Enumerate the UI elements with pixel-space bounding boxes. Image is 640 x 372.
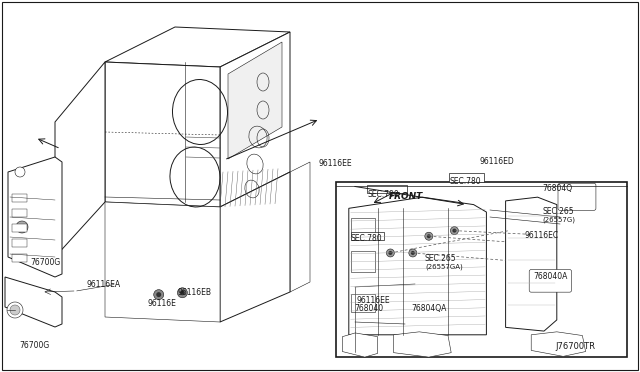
Polygon shape — [105, 27, 290, 67]
Bar — [12, 209, 27, 217]
Polygon shape — [8, 157, 62, 277]
Circle shape — [518, 220, 532, 234]
Bar — [351, 232, 384, 240]
Text: 96116EE: 96116EE — [318, 159, 352, 168]
Text: 768040A: 768040A — [533, 272, 568, 280]
FancyBboxPatch shape — [558, 183, 596, 210]
Circle shape — [373, 237, 383, 247]
Text: 96116EB: 96116EB — [178, 288, 212, 296]
Circle shape — [451, 227, 458, 235]
Bar — [336, 182, 627, 357]
Polygon shape — [228, 42, 282, 159]
Polygon shape — [338, 202, 415, 352]
Circle shape — [411, 251, 415, 255]
Text: SEC.780: SEC.780 — [351, 234, 382, 243]
Circle shape — [154, 290, 164, 299]
Text: 96116ED: 96116ED — [480, 157, 515, 166]
Bar — [351, 294, 375, 312]
Bar — [12, 239, 27, 247]
Bar — [449, 173, 484, 182]
Text: J76700TR: J76700TR — [556, 342, 595, 351]
Circle shape — [7, 302, 23, 318]
Bar — [367, 185, 407, 193]
Text: SEC.780: SEC.780 — [449, 177, 481, 186]
Polygon shape — [506, 197, 557, 331]
Circle shape — [427, 234, 431, 238]
Polygon shape — [394, 332, 451, 357]
Circle shape — [387, 249, 394, 257]
Circle shape — [10, 305, 20, 315]
Circle shape — [156, 292, 161, 297]
Text: 96116EE: 96116EE — [356, 296, 390, 305]
Bar — [12, 194, 27, 202]
Polygon shape — [105, 62, 220, 207]
Polygon shape — [55, 62, 105, 257]
Polygon shape — [220, 32, 290, 207]
Text: 76700G: 76700G — [19, 341, 49, 350]
Polygon shape — [349, 197, 486, 335]
Text: SEC.265: SEC.265 — [543, 207, 574, 216]
Bar — [351, 251, 375, 272]
Circle shape — [16, 221, 28, 233]
Circle shape — [369, 233, 387, 251]
Circle shape — [388, 251, 392, 255]
Circle shape — [522, 224, 529, 231]
Text: FRONT: FRONT — [388, 192, 423, 201]
Polygon shape — [531, 332, 586, 356]
Text: 96116EC: 96116EC — [525, 231, 559, 240]
Text: SEC.265: SEC.265 — [425, 254, 456, 263]
Polygon shape — [342, 333, 378, 357]
Polygon shape — [220, 172, 290, 322]
Circle shape — [452, 229, 456, 232]
Text: 96116EA: 96116EA — [86, 280, 120, 289]
Polygon shape — [5, 277, 62, 327]
Circle shape — [177, 288, 188, 298]
Bar — [12, 224, 27, 232]
Circle shape — [180, 290, 185, 295]
Text: (26557G): (26557G) — [543, 217, 576, 224]
Bar — [351, 218, 375, 238]
Circle shape — [425, 232, 433, 240]
Text: 96116E: 96116E — [147, 299, 176, 308]
Text: (26557GA): (26557GA) — [425, 264, 463, 270]
FancyBboxPatch shape — [529, 270, 572, 292]
Text: 76804Q: 76804Q — [543, 185, 573, 193]
Text: SEC.790: SEC.790 — [367, 190, 399, 199]
Circle shape — [409, 249, 417, 257]
Text: 76700G: 76700G — [31, 258, 61, 267]
Polygon shape — [105, 202, 220, 322]
Polygon shape — [290, 162, 310, 292]
Text: 76804QA: 76804QA — [412, 304, 447, 312]
Text: 768040: 768040 — [354, 304, 383, 312]
Polygon shape — [475, 212, 580, 352]
Bar — [12, 254, 27, 262]
Circle shape — [19, 224, 25, 230]
Circle shape — [15, 167, 25, 177]
